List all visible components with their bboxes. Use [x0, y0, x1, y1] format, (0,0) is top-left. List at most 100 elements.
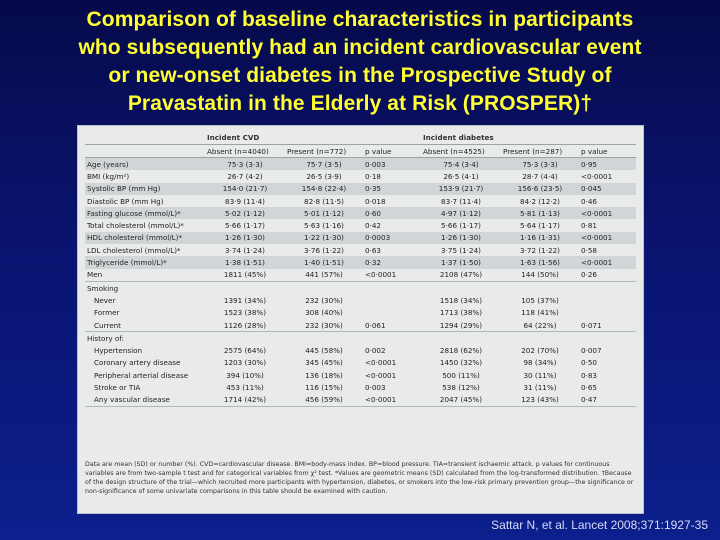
table-cell: 0·83: [581, 370, 598, 380]
table-cell: 5·66 (1·17): [441, 221, 481, 231]
table-cell: 30 (11%): [523, 370, 557, 380]
table-cell: 1·37 (1·50): [421, 256, 501, 269]
table-cell: [363, 307, 421, 319]
table-cell: 1203 (30%): [223, 358, 267, 368]
table-cell: 83·7 (11·4): [441, 196, 481, 206]
table-cell: 1·26 (1·30): [421, 231, 501, 245]
table-cell: <0·0001: [363, 268, 421, 282]
table-cell: 1811 (45%): [205, 268, 285, 282]
row-label: Systolic BP (mm Hg): [85, 182, 205, 195]
table-cell: 5·63 (1·16): [304, 221, 344, 231]
table-cell: 0·18: [365, 171, 382, 181]
table-row: Never 1391 (34%) 232 (30%) 1518 (34%) 105 (3…: [85, 294, 636, 306]
table-cell: 136 (18%): [305, 370, 343, 380]
group-header-diabetes: Incident diabetes: [423, 132, 494, 142]
table-cell: 0·63: [365, 245, 382, 255]
table-cell: 1·38 (1·51): [205, 256, 285, 269]
row-label: Age (years): [85, 157, 205, 171]
table-panel: Incident CVD Incident diabetes Absent (n…: [77, 125, 644, 514]
table-cell: 84·2 (12·2): [520, 196, 560, 206]
table-cell: 75·3 (3·3): [205, 157, 285, 171]
row-label: Diastolic BP (mm Hg): [87, 196, 164, 206]
row-label: Triglyceride (mmol/L)*: [85, 256, 205, 269]
table-cell: 75·4 (3·4): [421, 157, 501, 171]
table-cell: 3·72 (1·22): [520, 245, 560, 255]
table-cell: 1391 (34%): [223, 295, 267, 305]
table-cell: 26·5 (4·1): [443, 171, 479, 181]
table-cell: 5·81 (1·13): [501, 207, 579, 220]
row-label: Coronary artery disease: [94, 358, 181, 368]
table-cell: 105 (37%): [521, 295, 559, 305]
table-row: History of:: [85, 332, 636, 345]
table-row: Fasting glucose (mmol/L)* 5·02 (1·12) 5·01…: [85, 207, 636, 220]
table-cell: 0·47: [579, 393, 636, 407]
table-cell: 202 (70%): [521, 346, 559, 356]
table-cell: 538 (12%): [442, 382, 480, 392]
table-cell: 394 (10%): [226, 370, 264, 380]
table-cell: 0·81: [581, 221, 598, 231]
table-cell: 0·58: [581, 245, 598, 255]
column-header: Present (n=772): [285, 144, 363, 158]
table-cell: 153·9 (21·7): [421, 182, 501, 195]
table-cell: <0·0001: [365, 370, 397, 380]
table-cell: [205, 332, 285, 345]
table-cell: 3·75 (1·24): [441, 245, 481, 255]
table-cell: 3·74 (1·24): [225, 245, 265, 255]
table-cell: [285, 281, 363, 294]
table-cell: 0·003: [363, 157, 421, 171]
column-header: p value: [363, 144, 421, 158]
table-cell: 156·6 (23·5): [501, 182, 579, 195]
table-cell: [579, 281, 636, 294]
table-cell: 0·32: [363, 256, 421, 269]
table-cell: 1·63 (1·56): [501, 256, 579, 269]
table-cell: 154·0 (21·7): [205, 182, 285, 195]
table-cell: 1450 (32%): [439, 358, 483, 368]
group-header-cvd: Incident CVD: [207, 132, 260, 142]
table-cell: 453 (11%): [226, 382, 264, 392]
row-label: History of:: [87, 333, 124, 343]
table-row: Former 1523 (38%) 308 (40%) 1713 (38%) 118 (…: [85, 307, 636, 319]
table-cell: 0·46: [581, 196, 598, 206]
table-cell: 0·007: [581, 346, 602, 356]
row-label: Current: [85, 318, 205, 333]
table-cell: 0·95: [579, 157, 636, 171]
table-cell: 0·60: [363, 207, 421, 220]
table-cell: 308 (40%): [305, 308, 343, 318]
table-cell: 5·01 (1·12): [285, 207, 363, 220]
row-label: Fasting glucose (mmol/L)*: [85, 207, 205, 220]
table-cell: 0·018: [365, 196, 386, 206]
table-cell: <0·0001: [579, 207, 636, 220]
table-cell: 154·8 (22·4): [285, 182, 363, 195]
table-row: Triglyceride (mmol/L)* 1·38 (1·51) 1·40 (1…: [85, 256, 636, 269]
table-cell: [363, 332, 421, 345]
table-cell: 232 (30%): [285, 318, 363, 333]
table-cell: 98 (34%): [523, 358, 557, 368]
row-label: Men: [85, 268, 205, 282]
table-cell: 118 (41%): [521, 308, 559, 318]
row-label: BMI (kg/m²): [87, 171, 130, 181]
table-cell: 0·002: [365, 346, 386, 356]
table-cell: 3·76 (1·22): [304, 245, 344, 255]
title-line: who subsequently had an incident cardiov…: [78, 36, 642, 59]
table-cell: 1·16 (1·31): [501, 231, 579, 245]
table-cell: 75·7 (3·5): [285, 157, 363, 171]
table-cell: 26·7 (4·2): [227, 171, 263, 181]
table-cell: 2108 (47%): [421, 268, 501, 282]
table-cell: 456 (59%): [285, 393, 363, 407]
table-cell: 5·02 (1·12): [205, 207, 285, 220]
row-label: Smoking: [87, 283, 119, 293]
row-label: Never: [94, 295, 116, 305]
table-row: Total cholesterol (mmol/L)* 5·66 (1·17) 5·…: [85, 219, 636, 231]
title-line: Pravastatin in the Elderly at Risk (PROS…: [127, 92, 593, 115]
row-label: HDL cholesterol (mmol/L)*: [85, 231, 205, 245]
table-cell: 2047 (45%): [421, 393, 501, 407]
table-cell: 1714 (42%): [205, 393, 285, 407]
table-cell: 0·26: [579, 268, 636, 282]
table-cell: [579, 307, 636, 319]
row-label: Former: [94, 308, 120, 318]
table-cell: 1126 (28%): [205, 318, 285, 333]
table-cell: 441 (57%): [285, 268, 363, 282]
table-row: Peripheral arterial disease 394 (10%) 136 …: [85, 369, 636, 381]
table-cell: 0·003: [365, 382, 386, 392]
table-footnote: Data are mean (SD) or number (%). CVD=ca…: [85, 461, 634, 495]
